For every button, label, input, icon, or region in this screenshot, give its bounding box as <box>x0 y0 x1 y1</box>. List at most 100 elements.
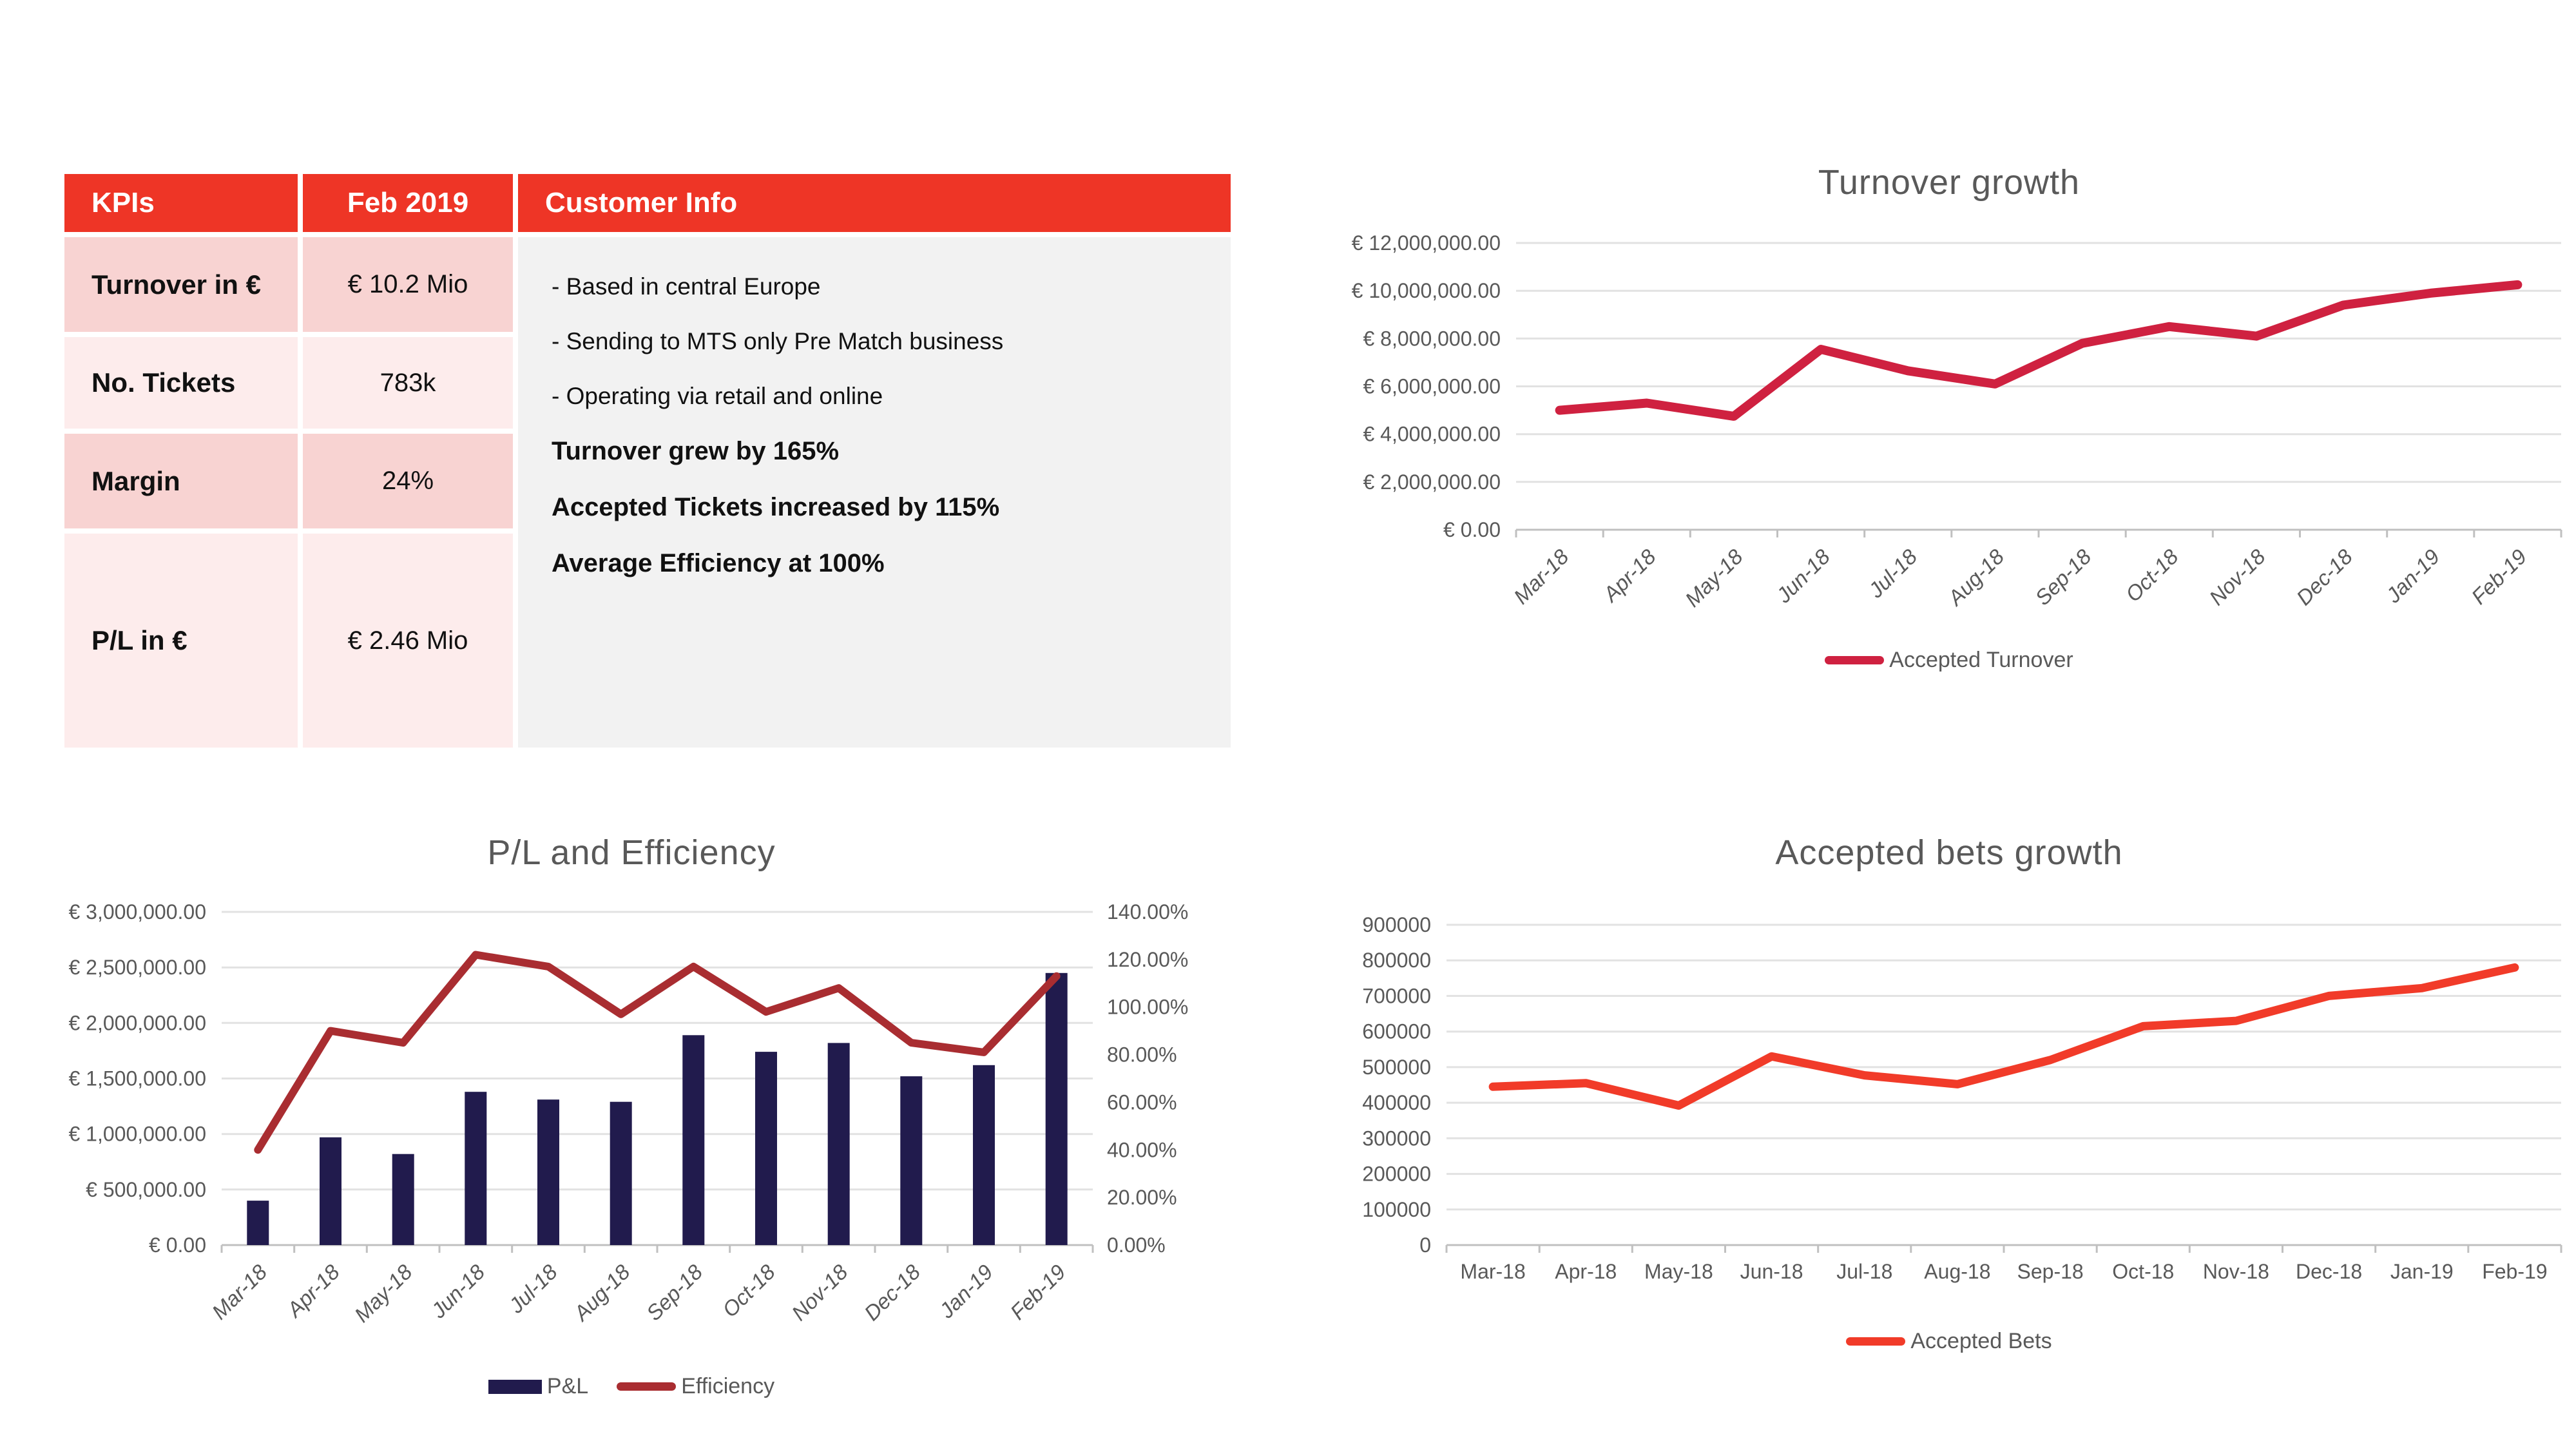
svg-text:120.00%: 120.00% <box>1107 948 1188 971</box>
customer-info-highlight: Accepted Tickets increased by 115% <box>552 493 1000 521</box>
svg-text:Dec-18: Dec-18 <box>2292 544 2358 610</box>
svg-text:600000: 600000 <box>1362 1020 1431 1043</box>
svg-text:700000: 700000 <box>1362 984 1431 1007</box>
svg-text:Aug-18: Aug-18 <box>1943 544 2009 610</box>
kpi-row-tickets-label: No. Tickets <box>64 337 298 429</box>
svg-text:Sep-18: Sep-18 <box>2017 1260 2084 1283</box>
svg-text:Aug-18: Aug-18 <box>568 1259 635 1326</box>
kpi-table: KPIs Feb 2019 Customer Info Turnover in … <box>64 174 1231 748</box>
svg-text:Dec-18: Dec-18 <box>860 1259 925 1325</box>
svg-text:Oct-18: Oct-18 <box>2112 1260 2174 1283</box>
svg-text:Mar-18: Mar-18 <box>207 1259 272 1324</box>
svg-text:Jan-19: Jan-19 <box>934 1260 997 1323</box>
svg-text:140.00%: 140.00% <box>1107 900 1188 923</box>
turnover-chart-title: Turnover growth <box>1818 163 2081 202</box>
kpi-row-pl-label: P/L in € <box>64 534 298 748</box>
svg-text:€ 500,000.00: € 500,000.00 <box>86 1178 206 1201</box>
pl-efficiency-chart: P/L and Efficiency € 3,000,000.00 € 2,500… <box>52 818 1211 1437</box>
svg-text:€ 2,000,000.00: € 2,000,000.00 <box>1363 470 1501 494</box>
kpi-row-turnover-value: € 10.2 Mio <box>303 237 513 332</box>
svg-text:€ 3,000,000.00: € 3,000,000.00 <box>68 900 206 923</box>
legend-label: Efficiency <box>681 1374 775 1398</box>
svg-text:Nov-18: Nov-18 <box>2203 1260 2269 1283</box>
svg-text:Nov-18: Nov-18 <box>2204 544 2270 610</box>
svg-text:Feb-19: Feb-19 <box>1006 1260 1070 1324</box>
svg-text:Mar-18: Mar-18 <box>1460 1260 1525 1283</box>
kpi-row-tickets-value: 783k <box>303 337 513 429</box>
svg-text:0.00%: 0.00% <box>1107 1233 1166 1257</box>
customer-info-bullet: - Operating via retail and online <box>552 383 883 409</box>
bets-chart-title: Accepted bets growth <box>1775 833 2123 872</box>
svg-text:0: 0 <box>1419 1233 1431 1257</box>
svg-text:Aug-18: Aug-18 <box>1924 1260 1990 1283</box>
pl-chart-title: P/L and Efficiency <box>487 833 776 872</box>
efficiency-swatch-icon <box>617 1382 677 1391</box>
legend-item-accepted-turnover: Accepted Turnover <box>1825 648 2073 673</box>
svg-text:20.00%: 20.00% <box>1107 1186 1177 1209</box>
svg-text:Jun-18: Jun-18 <box>1740 1260 1803 1283</box>
svg-text:300000: 300000 <box>1362 1126 1431 1150</box>
svg-text:200000: 200000 <box>1362 1163 1431 1186</box>
svg-text:€ 1,500,000.00: € 1,500,000.00 <box>68 1067 206 1090</box>
svg-text:Jun-18: Jun-18 <box>426 1259 490 1323</box>
svg-text:Jul-18: Jul-18 <box>1836 1260 1892 1283</box>
legend-label: Accepted Bets <box>1910 1329 2052 1353</box>
svg-text:€ 10,000,000.00: € 10,000,000.00 <box>1352 279 1501 302</box>
svg-text:60.00%: 60.00% <box>1107 1090 1177 1114</box>
legend-item-accepted-bets: Accepted Bets <box>1846 1329 2052 1354</box>
svg-text:May-18: May-18 <box>1644 1260 1713 1283</box>
svg-text:€ 0.00: € 0.00 <box>149 1233 206 1257</box>
customer-info-panel: - Based in central Europe - Sending to M… <box>518 237 1231 748</box>
kpi-header-month: Feb 2019 <box>303 174 513 232</box>
svg-text:80.00%: 80.00% <box>1107 1043 1177 1067</box>
kpi-row-margin-value: 24% <box>303 434 513 528</box>
svg-text:Sep-18: Sep-18 <box>2030 544 2096 610</box>
svg-text:Mar-18: Mar-18 <box>1509 544 1573 608</box>
svg-text:100.00%: 100.00% <box>1107 996 1188 1019</box>
svg-text:Feb-19: Feb-19 <box>2482 1260 2547 1283</box>
svg-text:€ 8,000,000.00: € 8,000,000.00 <box>1363 327 1501 350</box>
svg-text:100000: 100000 <box>1362 1198 1431 1221</box>
pl-legend: P&L Efficiency <box>52 1374 1211 1399</box>
legend-item-pl: P&L <box>488 1374 588 1399</box>
svg-text:800000: 800000 <box>1362 949 1431 972</box>
svg-text:€ 1,000,000.00: € 1,000,000.00 <box>68 1123 206 1146</box>
pl-efficiency-plot: € 3,000,000.00 € 2,500,000.00 € 2,000,000.… <box>68 900 1188 1327</box>
svg-text:Oct-18: Oct-18 <box>2121 544 2184 606</box>
svg-text:Jul-18: Jul-18 <box>1863 544 1922 603</box>
accepted-bets-plot: 900000 800000 700000 600000 500000 400000 3000… <box>1362 913 2562 1283</box>
svg-text:€ 2,000,000.00: € 2,000,000.00 <box>68 1011 206 1034</box>
kpi-row-turnover-label: Turnover in € <box>64 237 298 332</box>
svg-text:Jul-18: Jul-18 <box>504 1259 562 1318</box>
kpi-header-customer-info: Customer Info <box>518 174 1231 232</box>
svg-text:€ 12,000,000.00: € 12,000,000.00 <box>1352 231 1501 255</box>
customer-info-bullet: - Based in central Europe <box>552 273 821 300</box>
svg-text:€ 0.00: € 0.00 <box>1443 518 1501 541</box>
svg-text:Oct-18: Oct-18 <box>718 1259 780 1322</box>
turnover-legend: Accepted Turnover <box>1327 648 2571 673</box>
svg-text:May-18: May-18 <box>1680 544 1747 611</box>
legend-item-efficiency: Efficiency <box>617 1374 774 1399</box>
svg-text:Nov-18: Nov-18 <box>787 1259 852 1325</box>
kpi-row-pl-value: € 2.46 Mio <box>303 534 513 748</box>
legend-label: P&L <box>546 1374 589 1398</box>
svg-text:Feb-19: Feb-19 <box>2466 545 2531 609</box>
svg-text:Sep-18: Sep-18 <box>642 1259 707 1325</box>
customer-info-highlight: Turnover grew by 165% <box>552 437 840 465</box>
svg-text:€ 2,500,000.00: € 2,500,000.00 <box>68 956 206 979</box>
customer-info-highlight: Average Efficiency at 100% <box>552 549 885 577</box>
kpi-row-margin-label: Margin <box>64 434 298 528</box>
pl-swatch-icon <box>488 1379 542 1394</box>
turnover-growth-chart: Turnover growth € 12,000,000.00 € 10,000,… <box>1327 148 2571 702</box>
svg-text:400000: 400000 <box>1362 1091 1431 1114</box>
turnover-plot: € 12,000,000.00 € 10,000,000.00 € 8,000,00… <box>1352 231 2562 612</box>
svg-text:500000: 500000 <box>1362 1056 1431 1079</box>
svg-text:May-18: May-18 <box>350 1259 417 1326</box>
svg-text:40.00%: 40.00% <box>1107 1138 1177 1161</box>
svg-text:Jun-18: Jun-18 <box>1771 544 1835 608</box>
kpi-header-kpis: KPIs <box>64 174 298 232</box>
bets-legend: Accepted Bets <box>1327 1329 2571 1354</box>
svg-text:900000: 900000 <box>1362 913 1431 936</box>
svg-text:Apr-18: Apr-18 <box>1555 1260 1617 1283</box>
svg-text:€ 4,000,000.00: € 4,000,000.00 <box>1363 423 1501 446</box>
